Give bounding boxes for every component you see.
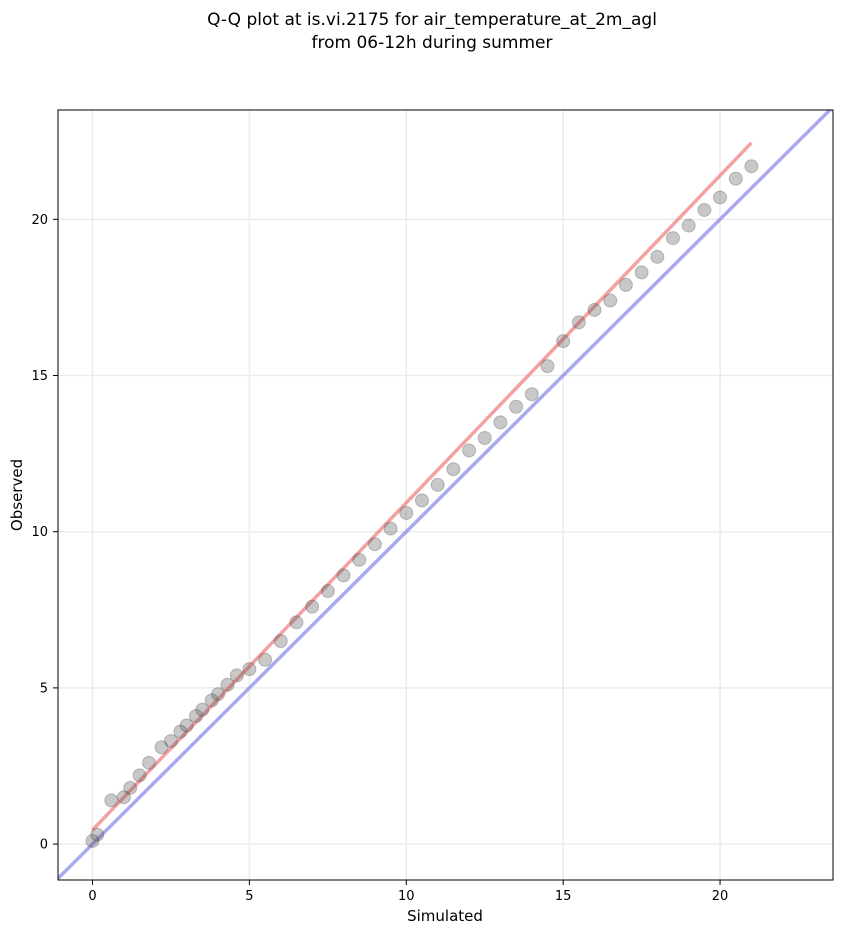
x-ticks: 0 5 10 15 20 <box>88 880 728 904</box>
qq-point <box>189 709 204 724</box>
x-tick-label-1: 5 <box>245 889 253 904</box>
identity-line <box>58 110 833 880</box>
qq-point <box>744 159 759 174</box>
x-tick-label-2: 10 <box>398 889 415 904</box>
qq-point <box>728 171 743 186</box>
y-axis-label: Observed <box>8 459 26 531</box>
qq-point <box>681 218 696 233</box>
qq-point <box>571 315 586 330</box>
chart-title-line-1: Q-Q plot at is.vi.2175 for air_temperatu… <box>207 10 657 30</box>
qq-point <box>141 755 156 770</box>
quantile-points <box>85 159 759 848</box>
qq-point <box>556 334 571 349</box>
qq-point <box>509 399 524 414</box>
qq-point <box>211 687 226 702</box>
fit-line <box>91 141 753 832</box>
qq-point <box>85 833 100 848</box>
qq-point <box>132 768 147 783</box>
qq-point <box>665 231 680 246</box>
y-tick-label-2: 10 <box>31 525 48 540</box>
qq-point <box>179 718 194 733</box>
qq-point <box>289 615 304 630</box>
qq-point <box>540 359 555 374</box>
qq-point <box>430 477 445 492</box>
qq-point <box>587 302 602 317</box>
qq-point <box>90 827 105 842</box>
qq-point <box>320 584 335 599</box>
x-tick-label-4: 20 <box>712 889 729 904</box>
y-tick-label-0: 0 <box>40 838 48 853</box>
qq-point <box>634 265 649 280</box>
qq-point <box>713 190 728 205</box>
x-tick-label-3: 15 <box>555 889 572 904</box>
qq-point <box>220 677 235 692</box>
qq-point <box>603 293 618 308</box>
x-axis-label: Simulated <box>407 907 483 925</box>
qq-point <box>446 462 461 477</box>
qq-point <box>258 652 273 667</box>
y-tick-label-3: 15 <box>31 369 48 384</box>
qq-point <box>195 702 210 717</box>
qq-point <box>173 724 188 739</box>
qq-point <box>204 693 219 708</box>
qq-point <box>477 430 492 445</box>
qq-point <box>163 733 178 748</box>
x-tick-label-0: 0 <box>88 889 96 904</box>
qq-point <box>305 599 320 614</box>
qq-point <box>273 634 288 649</box>
qq-point <box>618 277 633 292</box>
chart-title-line-2: from 06-12h during summer <box>312 33 553 53</box>
qq-point <box>242 662 257 677</box>
qq-point <box>383 521 398 536</box>
qq-point <box>116 790 131 805</box>
qq-point <box>697 202 712 217</box>
qq-point <box>336 568 351 583</box>
grid <box>58 110 833 880</box>
qq-point <box>154 740 169 755</box>
qq-point <box>524 387 539 402</box>
y-ticks: 0 5 10 15 20 <box>31 213 58 853</box>
reference-lines <box>58 110 833 880</box>
qq-point <box>104 793 119 808</box>
qq-point <box>367 537 382 552</box>
qq-point <box>414 493 429 508</box>
qq-point <box>352 552 367 567</box>
qq-point <box>123 780 138 795</box>
y-tick-label-1: 5 <box>40 681 48 696</box>
plot-frame <box>57 109 834 881</box>
qq-point <box>650 249 665 264</box>
qq-point <box>462 443 477 458</box>
qq-point <box>493 415 508 430</box>
qq-point <box>229 668 244 683</box>
qq-point <box>399 505 414 520</box>
y-tick-label-4: 20 <box>31 213 48 228</box>
